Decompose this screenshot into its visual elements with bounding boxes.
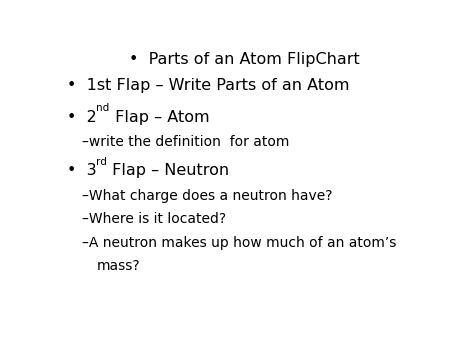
Text: rd: rd [96,157,107,167]
Text: •  1st Flap – Write Parts of an Atom: • 1st Flap – Write Parts of an Atom [67,78,349,93]
Text: –A neutron makes up how much of an atom’s: –A neutron makes up how much of an atom’… [82,236,397,250]
Text: mass?: mass? [96,259,140,273]
Text: •  2: • 2 [67,110,96,124]
Text: –What charge does a neutron have?: –What charge does a neutron have? [82,189,333,203]
Text: •  Parts of an Atom FlipChart: • Parts of an Atom FlipChart [129,52,360,67]
Text: Flap – Neutron: Flap – Neutron [107,163,230,178]
Text: Flap – Atom: Flap – Atom [110,110,209,124]
Text: –write the definition  for atom: –write the definition for atom [82,135,290,149]
Text: •  3: • 3 [67,163,96,178]
Text: nd: nd [96,103,110,113]
Text: –Where is it located?: –Where is it located? [82,212,226,226]
